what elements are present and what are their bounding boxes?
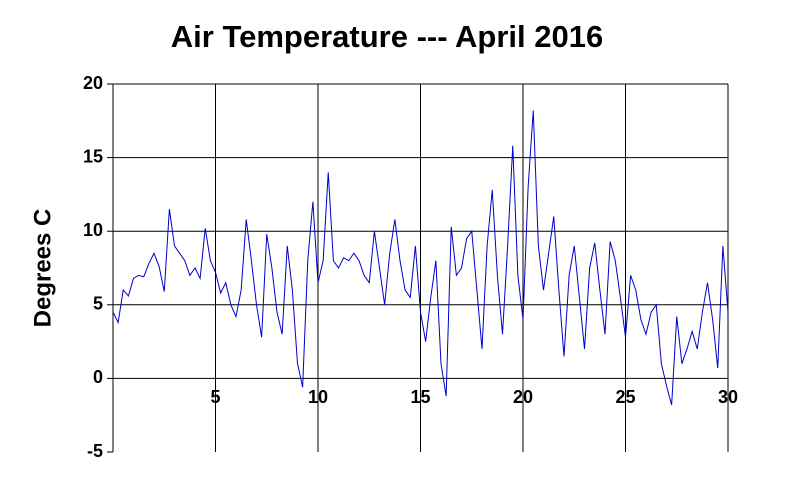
y-tick-label: 20 [83, 73, 103, 93]
y-tick-label: -5 [87, 441, 103, 461]
temperature-line [112, 110, 729, 406]
y-tick-label: 5 [93, 294, 103, 314]
y-tick-label: 15 [83, 146, 103, 166]
y-tick-label: 0 [93, 367, 103, 387]
y-axis-label: Degrees C [29, 209, 56, 328]
chart-title: Air Temperature --- April 2016 [171, 19, 603, 54]
y-tick-label: 10 [83, 220, 103, 240]
